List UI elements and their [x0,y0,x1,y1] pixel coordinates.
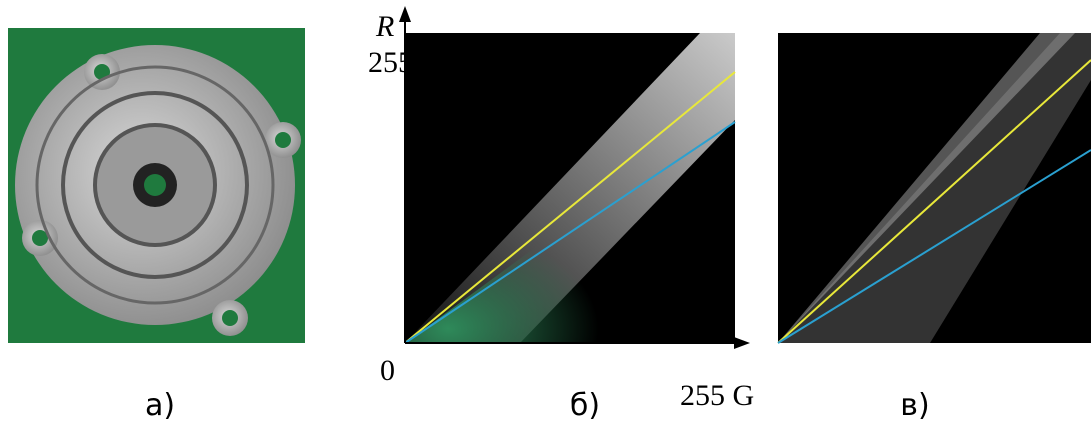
caption: в) [900,388,929,423]
caption: а) [145,388,175,423]
caption: б) [570,388,600,423]
y-max-label: 255 [368,46,413,79]
histogram-rg [399,6,750,349]
histogram-log [777,33,1091,344]
photo [8,28,305,343]
y-axis-label: R [375,10,394,43]
x-axis-label: 255 G [680,379,754,412]
origin-label: 0 [380,354,395,387]
